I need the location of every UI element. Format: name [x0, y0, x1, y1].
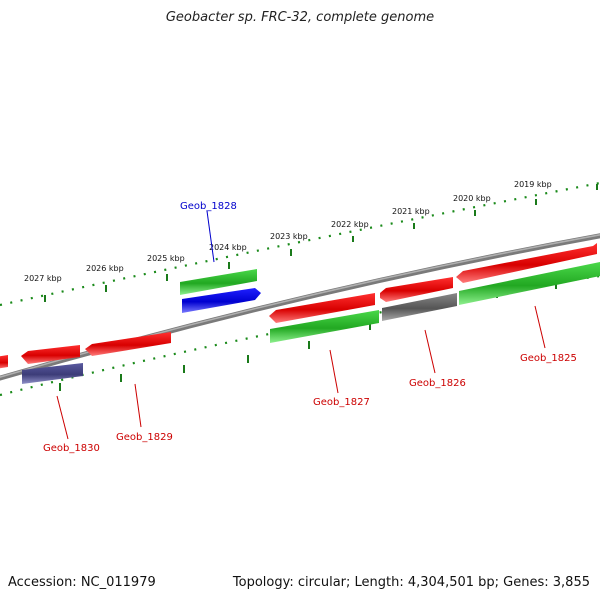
- tick-label: 2020 kbp: [453, 194, 491, 203]
- gene-label-geob-1825[interactable]: Geob_1825: [520, 353, 577, 364]
- tick-label: 2021 kbp: [392, 207, 430, 216]
- cds-arrow-red[interactable]: [21, 345, 80, 364]
- cds-box-gray[interactable]: [382, 293, 457, 321]
- cds-box-green[interactable]: [180, 269, 257, 295]
- tick-label: 2026 kbp: [86, 264, 124, 273]
- cds-arrow-red[interactable]: [85, 332, 171, 356]
- tick-label: 2025 kbp: [147, 254, 185, 263]
- accession-label: Accession: NC_011979: [8, 575, 156, 590]
- gene-label-geob-1826[interactable]: Geob_1826: [409, 378, 466, 389]
- figure-title: Geobacter sp. FRC-32, complete genome: [165, 10, 435, 25]
- tick-label: 2022 kbp: [331, 220, 369, 229]
- cds-arrow-red[interactable]: [269, 293, 375, 323]
- outer-scale-ring: [0, 181, 600, 307]
- cds-arrow-red[interactable]: [0, 355, 8, 369]
- gene-label-geob-1829[interactable]: Geob_1829: [116, 432, 173, 443]
- cds-box-green[interactable]: [270, 310, 379, 343]
- cds-arrow-blue[interactable]: [182, 288, 261, 313]
- leader-line-geob-1829: [134, 383, 142, 428]
- outer-major-ticks: [44, 184, 598, 302]
- cds-box-green[interactable]: [459, 262, 600, 305]
- leader-line-geob-1825: [534, 305, 546, 349]
- cds-box-purple[interactable]: [22, 363, 83, 384]
- tick-label: 2027 kbp: [24, 274, 62, 283]
- tick-label: 2023 kbp: [270, 232, 308, 241]
- reverse-features[interactable]: [22, 262, 600, 384]
- cds-arrow-red[interactable]: [380, 277, 453, 302]
- genome-summary: Topology: circular; Length: 4,304,501 bp…: [232, 575, 590, 590]
- leader-line-geob-1827: [329, 349, 339, 394]
- leader-line-geob-1830: [56, 395, 69, 440]
- gene-label-geob-1830[interactable]: Geob_1830: [43, 443, 100, 454]
- gene-label-geob-1827[interactable]: Geob_1827: [313, 397, 370, 408]
- tick-label: 2024 kbp: [209, 243, 247, 252]
- tick-label: 2019 kbp: [514, 180, 552, 189]
- leader-line-geob-1826: [424, 329, 436, 374]
- forward-features[interactable]: [0, 243, 597, 369]
- cds-arrow-red[interactable]: [456, 243, 597, 283]
- leader-line-geob-1828: [206, 210, 215, 263]
- gene-label-geob-1828[interactable]: Geob_1828: [180, 201, 237, 212]
